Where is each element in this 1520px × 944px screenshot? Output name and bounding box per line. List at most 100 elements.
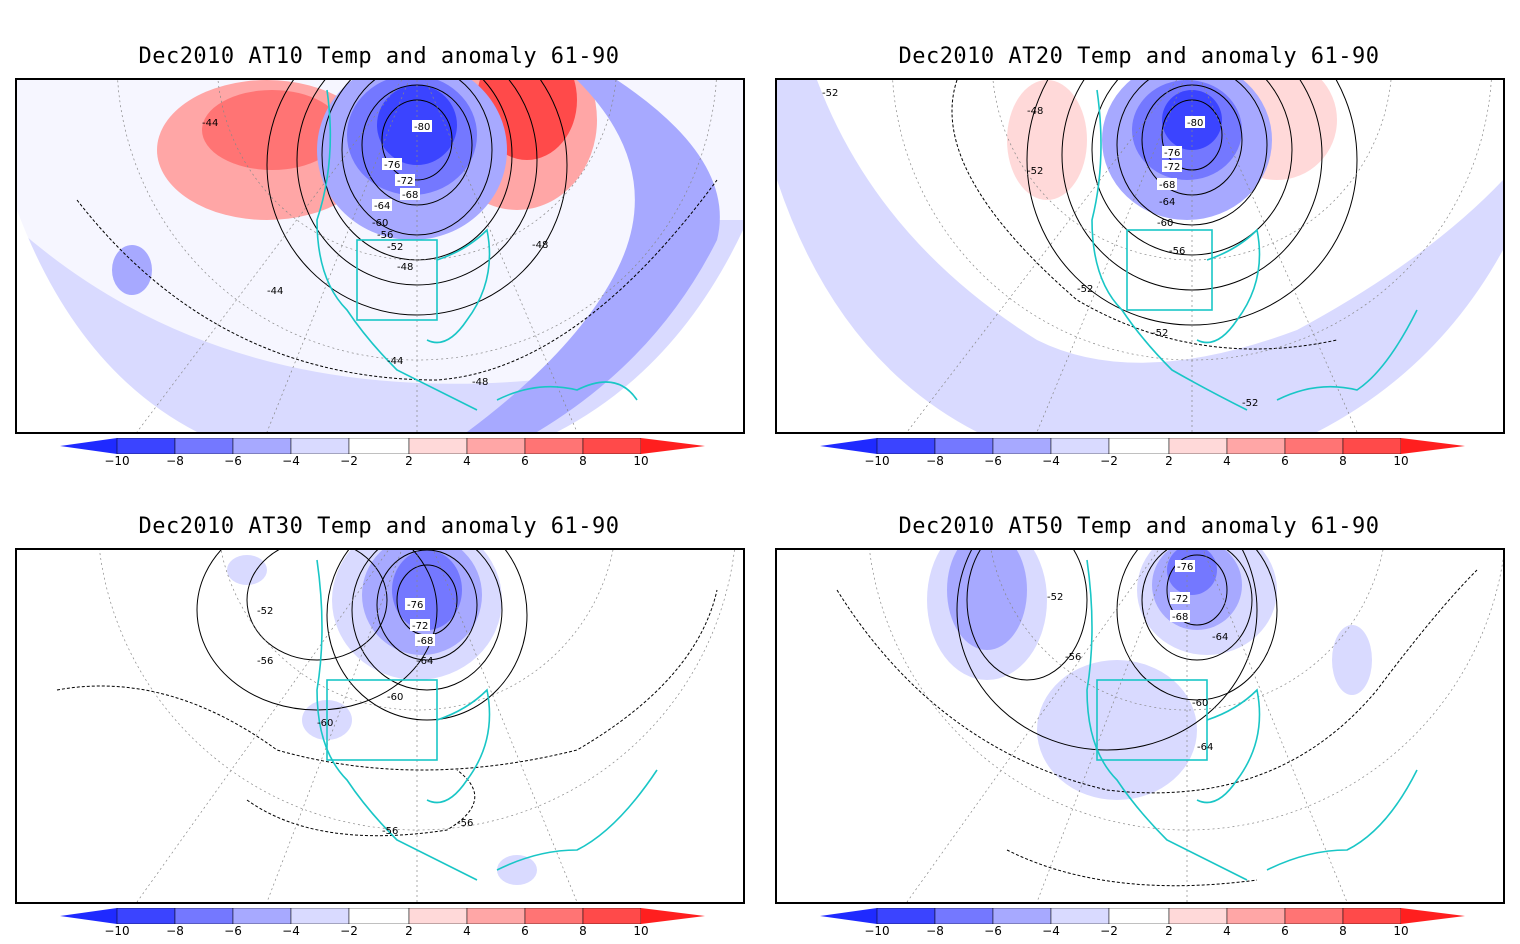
- contour-label: -56: [377, 230, 393, 241]
- colorbar-label: 4: [463, 924, 471, 938]
- colorbar-label: −2: [340, 924, 358, 938]
- cold-band: [777, 80, 1503, 432]
- contour-label: -52: [822, 88, 838, 99]
- contours: [836, 550, 1478, 887]
- colorbar-arrow-high: [641, 438, 705, 454]
- colorbar-label: −6: [984, 924, 1002, 938]
- colorbar-label: −8: [926, 454, 944, 468]
- cold-anomaly-conus: [1037, 660, 1197, 800]
- cold-anomaly-west-mid: [947, 550, 1027, 650]
- colorbar-label: −8: [926, 924, 944, 938]
- colorbar-label: −2: [1100, 454, 1118, 468]
- colorbar-label: 4: [1223, 454, 1231, 468]
- contour-label: -60: [317, 718, 333, 729]
- colorbar-label: 8: [1339, 454, 1347, 468]
- panel-at30: Dec2010 AT30 Temp and anomaly 61-90: [0, 470, 760, 940]
- outside-east: [1317, 250, 1503, 432]
- colorbar-label: 8: [1339, 924, 1347, 938]
- cold-spot-pacific: [112, 245, 152, 295]
- colorbar-labels: −10 −8 −6 −4 −2 2 4 6 8 10: [60, 924, 705, 944]
- colorbar-label: −4: [1042, 454, 1060, 468]
- colorbar-label: 6: [521, 454, 529, 468]
- contour-label: -52: [1152, 328, 1168, 339]
- contour-label: -52: [1047, 592, 1063, 603]
- contour-label: -60: [1157, 218, 1173, 229]
- coastlines: [316, 559, 658, 881]
- map-frame: -52 -76 -72 -68 -64 -56 -60 -64: [775, 548, 1505, 904]
- map-frame: -52 -56 -76 -72 -68 -64 -60 -60 -56 -56: [15, 548, 745, 904]
- panel-at20: Dec2010 AT20 Temp and anomaly 61-90: [760, 0, 1520, 470]
- map-frame: -80 -76 -72 -68 -64 -60 -56 -52 -48 -44 …: [15, 78, 745, 434]
- cold-spot-atlantic: [1332, 625, 1372, 695]
- colorbar-label: 6: [521, 924, 529, 938]
- colorbar-label: 4: [1223, 924, 1231, 938]
- contour-label: -60: [372, 218, 388, 229]
- colorbar-label: 10: [1393, 454, 1409, 468]
- contour-label: -76: [1164, 148, 1180, 159]
- panel-title: Dec2010 AT30 Temp and anomaly 61-90: [138, 514, 620, 539]
- colorbar-label: −4: [1042, 924, 1060, 938]
- contour-label: -56: [257, 656, 273, 667]
- contour-label: -72: [397, 176, 413, 187]
- colorbar-label: 10: [1393, 924, 1409, 938]
- contour-label: -80: [1187, 118, 1203, 129]
- colorbar-label: −10: [864, 454, 890, 468]
- colorbar-label: 4: [463, 454, 471, 468]
- colorbar-labels: −10 −8 −6 −4 −2 2 4 6 8 10: [820, 454, 1465, 474]
- contour-label: -44: [267, 286, 283, 297]
- colorbar: [60, 438, 705, 454]
- colorbar-label: 8: [579, 924, 587, 938]
- warm-anomaly-west: [1007, 80, 1087, 200]
- contour-label: -52: [1027, 166, 1043, 177]
- map-svg: -52 -48 -52 -80 -76 -72 -68 -64 -60 -56 …: [777, 80, 1503, 432]
- cold-spot-south: [497, 855, 537, 885]
- contour-label: -76: [1177, 562, 1193, 573]
- contour-label: -72: [1164, 162, 1180, 173]
- contour-label: -48: [532, 240, 548, 251]
- contour-label: -68: [1159, 180, 1175, 191]
- colorbar-label: −2: [1100, 924, 1118, 938]
- colorbar-label: −4: [282, 454, 300, 468]
- contour-label-group: -52 -56 -76 -72 -68 -64 -60 -60 -56 -56: [257, 598, 473, 837]
- colorbar-label: −6: [984, 454, 1002, 468]
- contour-label: -52: [1242, 398, 1258, 409]
- colorbar-label: 8: [579, 454, 587, 468]
- contour-label: -76: [407, 600, 423, 611]
- colorbar-arrow-low: [60, 438, 117, 454]
- map-frame: -52 -48 -52 -80 -76 -72 -68 -64 -60 -56 …: [775, 78, 1505, 434]
- contour-label: -52: [387, 242, 403, 253]
- contour-label: -64: [374, 201, 390, 212]
- contour-label: -72: [1172, 594, 1188, 605]
- colorbar-label: −6: [224, 454, 242, 468]
- panel-title: Dec2010 AT10 Temp and anomaly 61-90: [138, 44, 620, 69]
- contour-label: -48: [472, 377, 488, 388]
- panel-at10: Dec2010 AT10 Temp and anomaly 61-90: [0, 0, 760, 470]
- outside-east: [557, 230, 743, 432]
- cold-anomaly-core: [392, 550, 462, 630]
- colorbar-label: −2: [340, 454, 358, 468]
- colorbar-label: −6: [224, 924, 242, 938]
- cold-spot-west: [227, 555, 267, 585]
- contour-label: -52: [1077, 284, 1093, 295]
- colorbar: [820, 908, 1465, 924]
- contour-label: -72: [412, 621, 428, 632]
- contour-label: -68: [402, 190, 418, 201]
- contour-label: -80: [414, 122, 430, 133]
- contour-label: -56: [382, 826, 398, 837]
- contour-label: -76: [384, 160, 400, 171]
- colorbar-label: −4: [282, 924, 300, 938]
- colorbar-label: −10: [104, 454, 130, 468]
- colorbar-label: 2: [1165, 454, 1173, 468]
- contour-label: -64: [1159, 197, 1175, 208]
- contour-label: -56: [457, 818, 473, 829]
- contour-label: -64: [1212, 632, 1228, 643]
- colorbar-label: −8: [166, 454, 184, 468]
- colorbar-label: −10: [104, 924, 130, 938]
- coastlines: [1086, 559, 1418, 881]
- graticule: [869, 550, 1503, 902]
- contour-label: -68: [417, 636, 433, 647]
- contour-label-group: -52 -76 -72 -68 -64 -56 -60 -64: [1047, 560, 1228, 753]
- contour-label: -44: [387, 356, 403, 367]
- colorbar: [820, 438, 1465, 454]
- contour-label: -64: [1197, 742, 1213, 753]
